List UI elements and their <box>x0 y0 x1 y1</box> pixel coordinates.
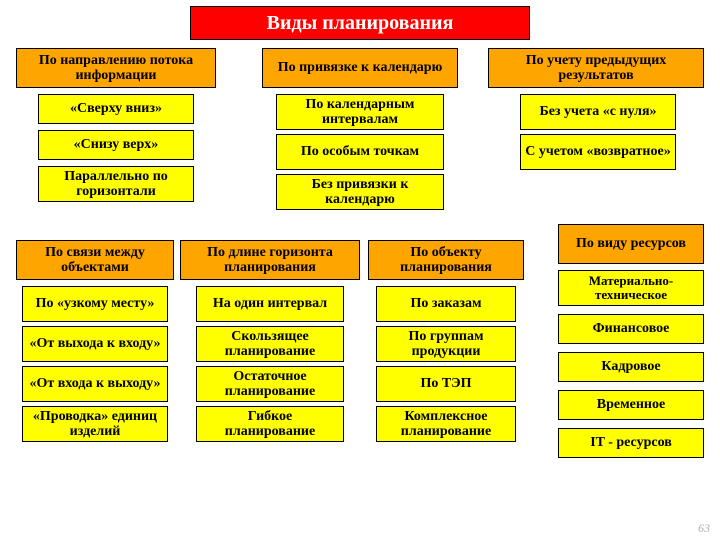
item-tep: По ТЭП <box>376 366 516 402</box>
item-bottom-up: «Снизу верх» <box>38 130 194 160</box>
category-resources: По виду ресурсов <box>558 224 704 264</box>
item-one-interval: На один интервал <box>196 286 344 322</box>
item-bottleneck: По «узкому месту» <box>22 286 168 322</box>
item-calendar-intervals: По календарным интервалам <box>276 94 444 130</box>
item-financial: Финансовое <box>558 314 704 344</box>
item-residual: Остаточное планирование <box>196 366 344 402</box>
category-direction: По направлению потока информации <box>16 48 216 88</box>
page-number: 63 <box>698 521 710 536</box>
item-output-to-input: «От выхода к входу» <box>22 326 168 362</box>
category-object-link: По связи между объектами <box>16 240 174 280</box>
item-flexible: Гибкое планирование <box>196 406 344 442</box>
item-from-zero: Без учета «с нуля» <box>520 94 676 130</box>
category-prev-results: По учету предыдущих результатов <box>488 48 704 88</box>
item-rolling: Скользящее планирование <box>196 326 344 362</box>
item-temporal: Временное <box>558 390 704 420</box>
item-it: IT - ресурсов <box>558 428 704 458</box>
item-parallel: Параллельно по горизонтали <box>38 166 194 202</box>
item-complex: Комплексное планирование <box>376 406 516 442</box>
item-product-groups: По группам продукции <box>376 326 516 362</box>
category-object: По объекту планирования <box>368 240 524 280</box>
item-wiring: «Проводка» единиц изделий <box>22 406 168 442</box>
category-calendar: По привязке к календарю <box>262 48 458 88</box>
item-special-points: По особым точкам <box>276 134 444 170</box>
item-top-down: «Сверху вниз» <box>38 94 194 124</box>
item-orders: По заказам <box>376 286 516 322</box>
item-personnel: Кадровое <box>558 352 704 382</box>
item-input-to-output: «От входа к выходу» <box>22 366 168 402</box>
item-returnable: С учетом «возвратное» <box>520 134 676 170</box>
category-horizon: По длине горизонта планирования <box>180 240 360 280</box>
item-material: Материально-техническое <box>558 270 704 306</box>
item-no-calendar: Без привязки к календарю <box>276 174 444 210</box>
diagram-title: Виды планирования <box>190 6 530 40</box>
